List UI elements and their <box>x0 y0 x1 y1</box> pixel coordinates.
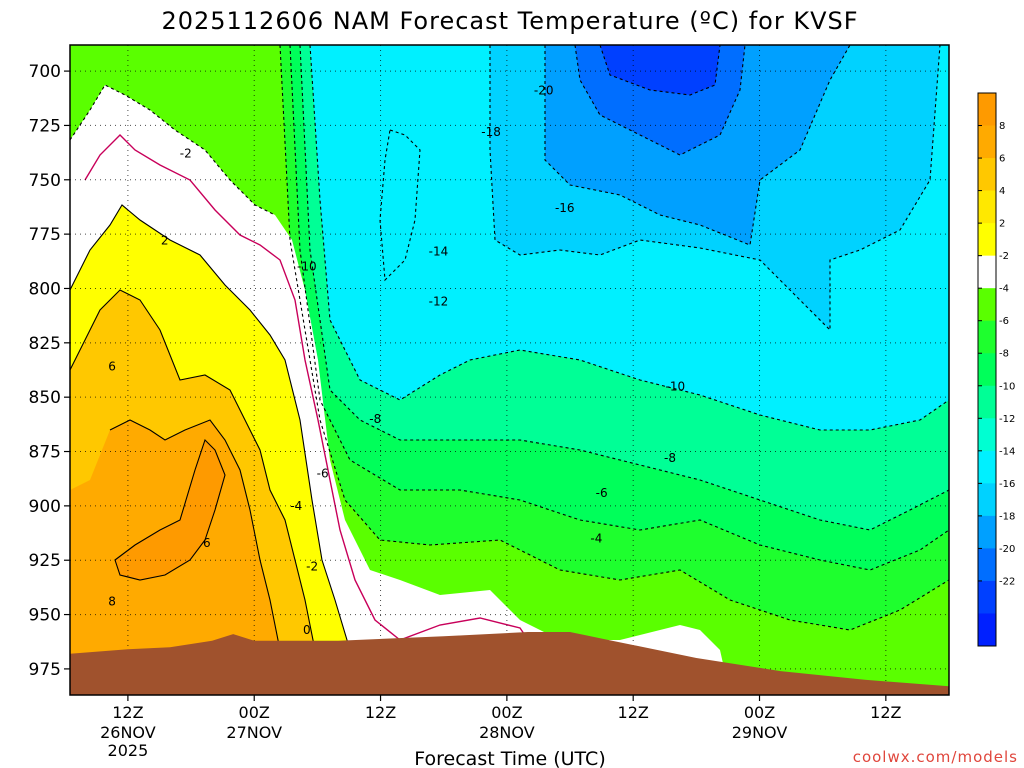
colorbar-label: 2 <box>999 219 1005 230</box>
contour-label: -8 <box>664 451 676 465</box>
x-tick-date: 28NOV <box>479 723 535 742</box>
colorbar-swatch <box>978 418 996 452</box>
x-tick-label: 12Z <box>870 703 901 722</box>
x-tick-label: 00Z <box>744 703 775 722</box>
contour-label: -2 <box>306 560 318 574</box>
contour-label: -20 <box>534 84 554 98</box>
y-axis: 700 725 750 775 800 825 850 875 900 925 950 975 <box>29 62 70 680</box>
positive-contours <box>70 204 351 651</box>
x-tick-label: 12Z <box>112 703 143 722</box>
contour-label: 6 <box>108 360 116 374</box>
x-tick-date: 2025 <box>108 741 149 760</box>
contour-label: -2 <box>180 147 192 161</box>
colorbar-label: -16 <box>999 479 1015 490</box>
colorbar-swatch <box>978 223 996 257</box>
x-tick-date: 26NOV <box>100 723 156 742</box>
y-tick-label: 775 <box>29 225 61 245</box>
colorbar-swatch <box>978 353 996 387</box>
x-tick-label: 00Z <box>491 703 522 722</box>
contour-label: -6 <box>596 486 608 500</box>
contour-label: -10 <box>297 260 317 274</box>
colorbar-swatch <box>978 125 996 159</box>
contour-label: -16 <box>555 201 575 215</box>
colorbar-label: -20 <box>999 544 1015 555</box>
contour-label: 8 <box>108 595 116 609</box>
colorbar-label: -12 <box>999 414 1015 425</box>
plot-area: -20-18-16-14-12-10-10-8-8-6-6-4-4-2-2026… <box>70 45 949 695</box>
contour-label: -4 <box>590 531 602 545</box>
y-tick-label: 925 <box>29 551 61 571</box>
colorbar-swatch <box>978 93 996 127</box>
x-tick-label: 00Z <box>239 703 270 722</box>
colorbar-label: -22 <box>999 576 1015 587</box>
band-minus-20-to-minus-22 <box>600 45 720 95</box>
colorbar-label: -10 <box>999 381 1015 392</box>
contour-label: -14 <box>429 245 449 259</box>
y-tick-label: 875 <box>29 443 61 463</box>
x-tick-label: 12Z <box>365 703 396 722</box>
colorbar-label: -2 <box>999 251 1009 262</box>
y-tick-label: 700 <box>29 62 61 82</box>
colorbar: 8 6 4 2 -2 -4 -6 -8 -10 -12 -14 -16 -18 -20 -22 <box>977 92 1015 647</box>
contour-labels: -20-18-16-14-12-10-10-8-8-6-6-4-4-2-2026… <box>108 84 685 637</box>
contour-label: -12 <box>429 295 449 309</box>
colorbar-label: -6 <box>999 316 1009 327</box>
contour-label: -6 <box>317 466 329 480</box>
ground-terrain <box>70 632 949 695</box>
y-tick-label: 750 <box>29 171 61 191</box>
y-tick-label: 825 <box>29 334 61 354</box>
colorbar-swatch <box>978 255 996 289</box>
negative-contours <box>70 45 949 631</box>
colorbar-swatch <box>978 288 996 322</box>
credit-text: coolwx.com/models <box>853 748 1018 766</box>
colorbar-frame <box>977 92 997 647</box>
y-tick-label: 850 <box>29 388 61 408</box>
grid <box>70 45 949 695</box>
zero-contour <box>84 134 536 651</box>
contour-label: 2 <box>161 234 169 248</box>
colorbar-label: 8 <box>999 121 1005 132</box>
band-above-8 <box>115 440 225 580</box>
colorbar-swatch <box>978 613 996 647</box>
contour-label: -18 <box>481 125 501 139</box>
x-tick-date: 29NOV <box>732 723 788 742</box>
colorbar-swatch <box>978 548 996 582</box>
colorbar-swatch <box>978 385 996 419</box>
x-axis-label: Forecast Time (UTC) <box>414 748 605 768</box>
colorbar-label: -8 <box>999 349 1009 360</box>
contour-label: 6 <box>203 536 211 550</box>
colorbar-label: 6 <box>999 154 1005 165</box>
y-tick-label: 950 <box>29 606 61 626</box>
chart-title: 2025112606 NAM Forecast Temperature (ºC)… <box>161 7 858 35</box>
colorbar-swatch <box>978 158 996 192</box>
colorbar-label: -4 <box>999 284 1009 295</box>
colorbar-swatch <box>978 190 996 224</box>
x-tick-date: 27NOV <box>226 723 282 742</box>
x-tick-label: 12Z <box>618 703 649 722</box>
y-tick-label: 900 <box>29 497 61 517</box>
contour-label: -8 <box>369 412 381 426</box>
contour-label: 0 <box>303 623 311 637</box>
y-tick-label: 800 <box>29 279 61 299</box>
colorbar-swatch <box>978 320 996 354</box>
colorbar-label: -18 <box>999 511 1015 522</box>
colorbar-label: 4 <box>999 186 1005 197</box>
contour-label: -4 <box>290 499 302 513</box>
colorbar-swatch <box>978 483 996 517</box>
y-tick-label: 725 <box>29 116 61 136</box>
colorbar-swatch <box>978 580 996 614</box>
contour-label: -10 <box>665 379 685 393</box>
plot-frame <box>69 44 950 696</box>
colorbar-label: -14 <box>999 446 1015 457</box>
colorbar-swatch <box>978 515 996 549</box>
colorbar-swatch <box>978 450 996 484</box>
y-tick-label: 975 <box>29 660 61 680</box>
